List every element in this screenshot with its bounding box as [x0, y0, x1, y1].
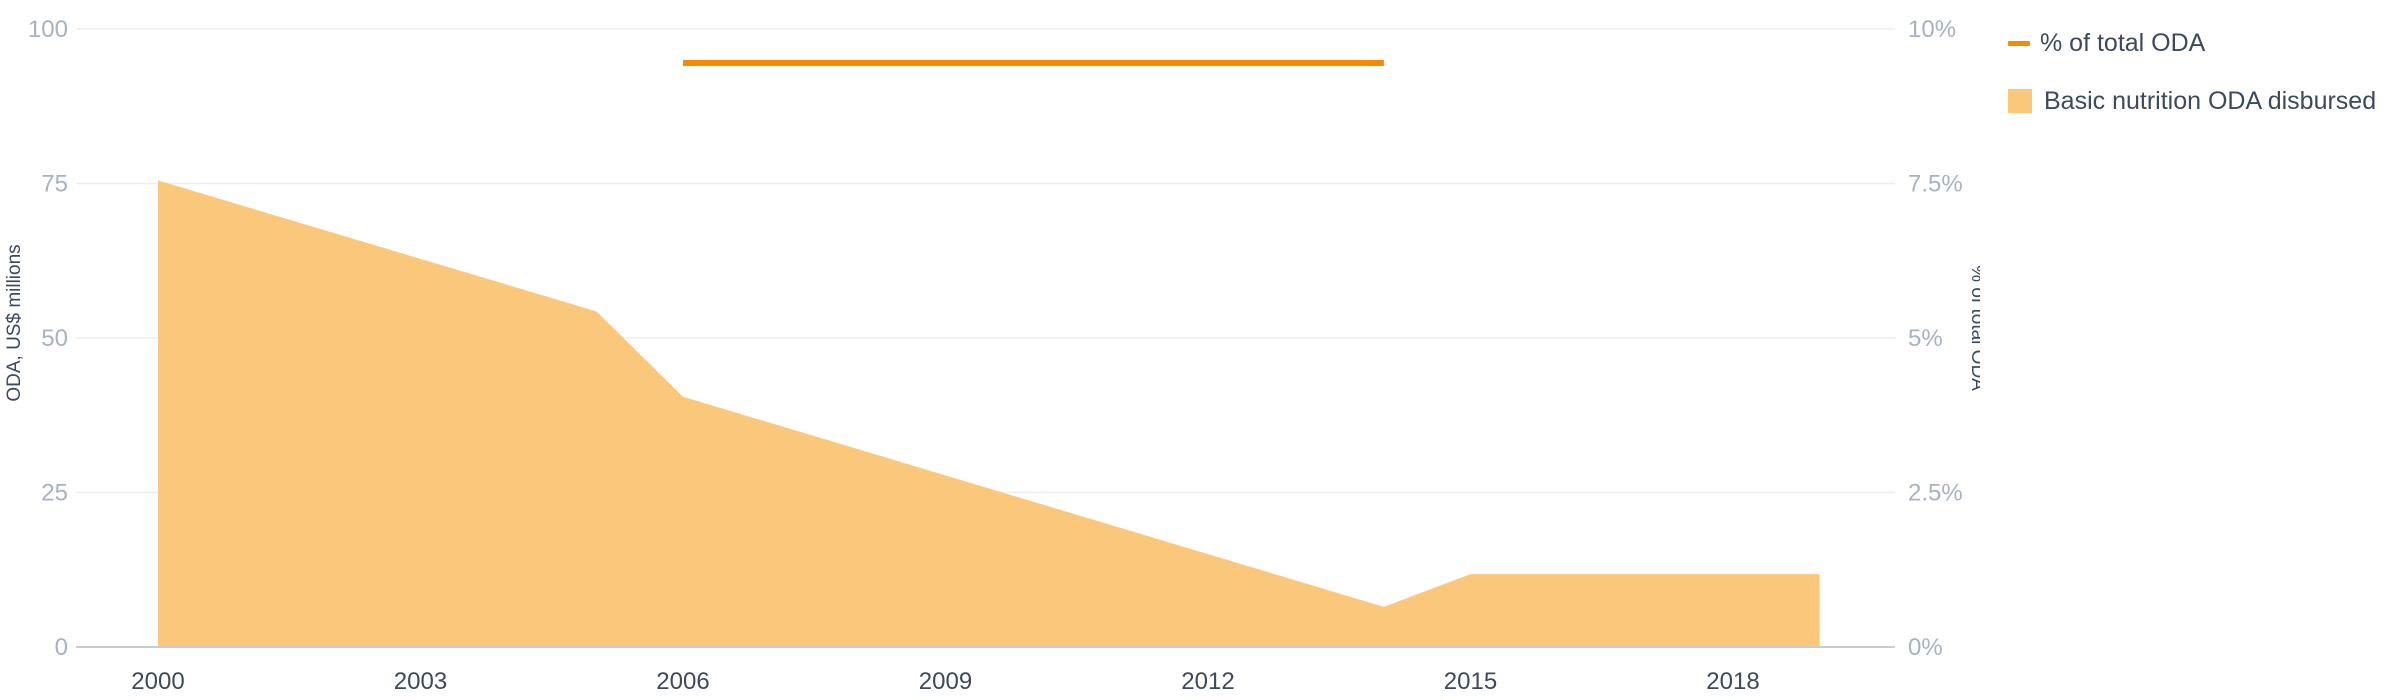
x-tick-label: 2003	[394, 668, 447, 695]
plot-area	[158, 180, 1820, 647]
legend: % of total ODA Basic nutrition ODA disbu…	[2008, 14, 2376, 130]
x-tick-label: 2012	[1181, 668, 1234, 695]
left-tick-label: 25	[41, 480, 68, 507]
right-tick-label: 0%	[1908, 634, 1943, 661]
x-tick-label: 2000	[131, 668, 184, 695]
area-basic-nutrition-oda	[158, 180, 1820, 647]
legend-item-basic-nutrition[interactable]: Basic nutrition ODA disbursed	[2008, 72, 2376, 130]
x-tick-label: 2009	[919, 668, 972, 695]
legend-label-basic-nutrition: Basic nutrition ODA disbursed	[2044, 86, 2377, 115]
chart: 0 0% 25 2.5% 50 5% 75 7.5% 100 10% 2000 2003 2006 200…	[4, 16, 1980, 695]
axes: 0 0% 25 2.5% 50 5% 75 7.5% 100 10% 2000 2003 2006 200…	[28, 16, 1963, 695]
left-tick-label: 0	[55, 634, 68, 661]
right-axis-title: % of total ODA	[1967, 265, 1980, 391]
legend-area-swatch	[2008, 89, 2032, 113]
legend-line-swatch	[2008, 40, 2030, 46]
x-tick-label: 2015	[1444, 668, 1497, 695]
legend-item-pct-total-oda[interactable]: % of total ODA	[2008, 14, 2376, 72]
left-axis-title: ODA, US$ millions	[4, 244, 25, 401]
right-tick-label: 2.5%	[1908, 480, 1963, 507]
left-tick-label: 50	[41, 325, 68, 352]
right-tick-label: 5%	[1908, 325, 1943, 352]
left-tick-label: 75	[41, 171, 68, 198]
legend-label-pct-total-oda: % of total ODA	[2040, 28, 2206, 57]
x-tick-label: 2018	[1706, 668, 1759, 695]
x-tick-label: 2006	[656, 668, 709, 695]
right-tick-label: 7.5%	[1908, 171, 1963, 198]
right-tick-label: 10%	[1908, 16, 1956, 43]
left-tick-label: 100	[28, 16, 68, 43]
